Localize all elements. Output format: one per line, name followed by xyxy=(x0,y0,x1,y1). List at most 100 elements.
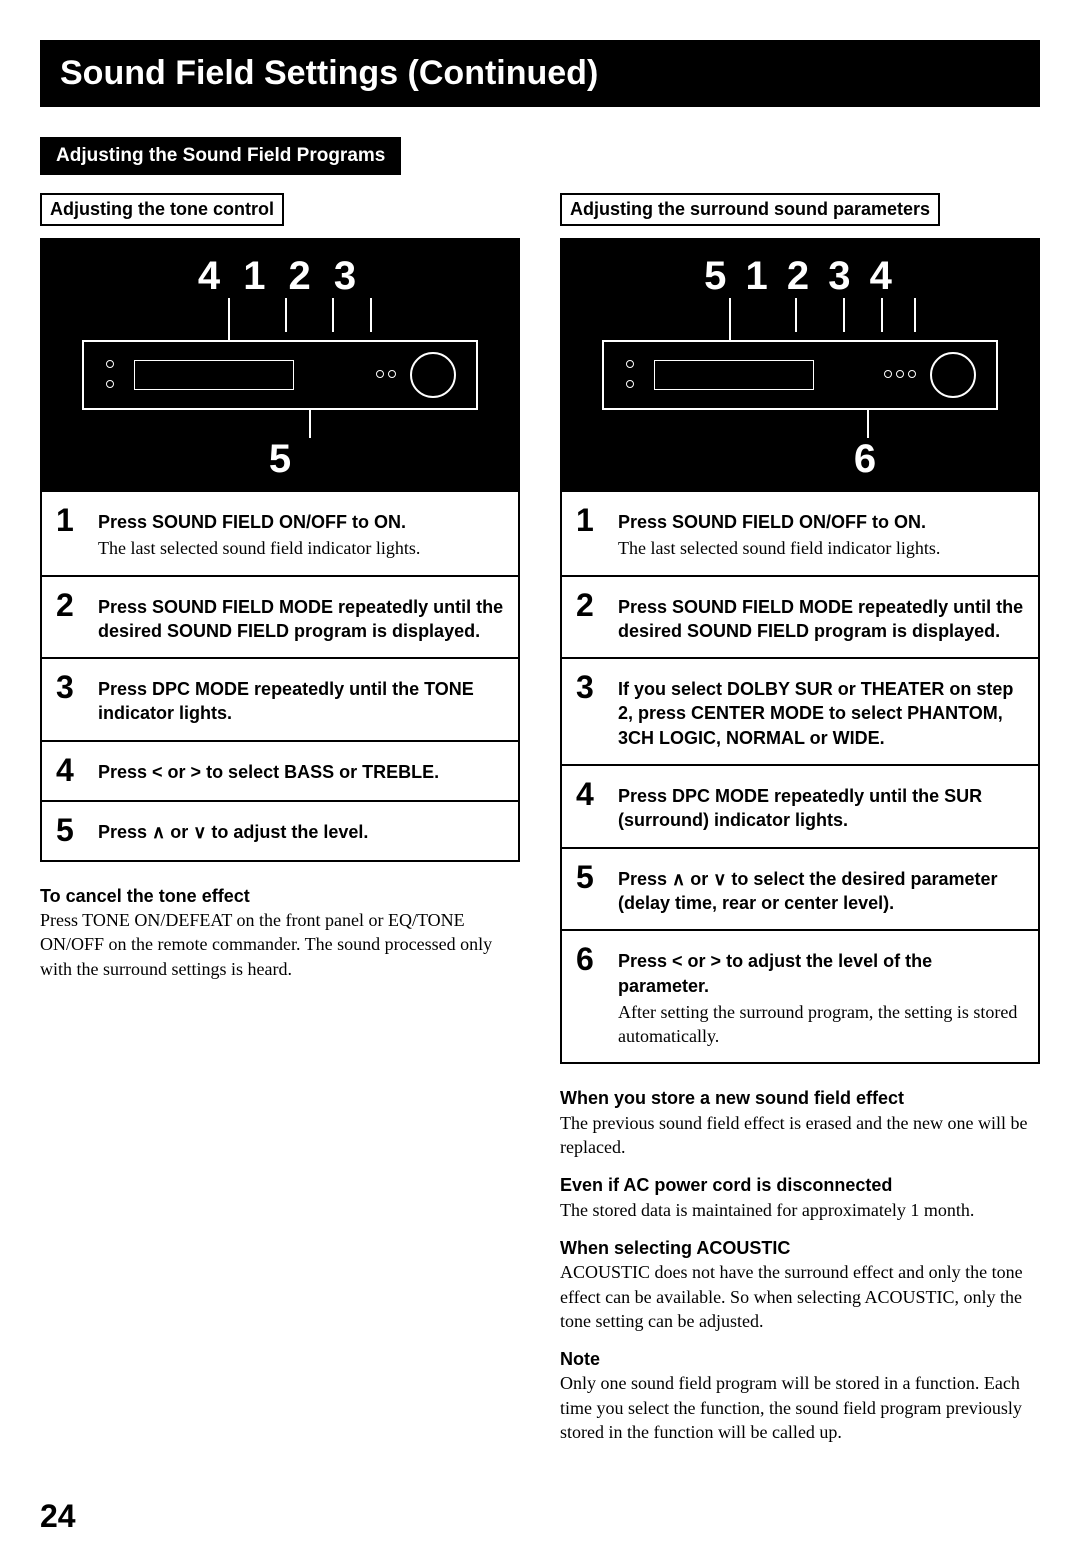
note-heading: Even if AC power cord is disconnected xyxy=(560,1173,1040,1197)
step-number: 1 xyxy=(56,504,84,561)
left-diagram-bottom-number: 5 xyxy=(42,437,518,482)
pointer-line xyxy=(843,298,845,332)
pointer-line xyxy=(285,298,287,332)
step-bold: Press SOUND FIELD MODE repeatedly until … xyxy=(98,595,504,644)
step-bold: Press < or > to select BASS or TREBLE. xyxy=(98,760,439,784)
step-text: Press ∧ or ∨ to select the desired param… xyxy=(618,861,1024,916)
device-btn xyxy=(106,380,114,388)
step-text: Press DPC MODE repeatedly until the TONE… xyxy=(98,671,504,726)
device-display xyxy=(654,360,814,390)
device-illustration xyxy=(82,340,478,410)
note-body: Press TONE ON/DEFEAT on the front panel … xyxy=(40,908,520,981)
step-bold: Press < or > to adjust the level of the … xyxy=(618,949,1024,998)
device-btn xyxy=(376,370,384,378)
step-text: If you select DOLBY SUR or THEATER on st… xyxy=(618,671,1024,750)
note-body: Only one sound field program will be sto… xyxy=(560,1371,1040,1444)
page-title: Sound Field Settings (Continued) xyxy=(40,40,1040,107)
device-btn xyxy=(388,370,396,378)
right-diagram-bottom-number: 6 xyxy=(562,437,1038,482)
device-btn xyxy=(626,360,634,368)
step-bold: Press DPC MODE repeatedly until the TONE… xyxy=(98,677,504,726)
step-item: 3 Press DPC MODE repeatedly until the TO… xyxy=(42,657,518,740)
note-body: ACOUSTIC does not have the surround effe… xyxy=(560,1260,1040,1333)
right-steps: 1 Press SOUND FIELD ON/OFF to ON. The la… xyxy=(560,492,1040,1064)
note-body: The previous sound field effect is erase… xyxy=(560,1111,1040,1160)
step-item: 2 Press SOUND FIELD MODE repeatedly unti… xyxy=(562,575,1038,658)
device-btn xyxy=(896,370,904,378)
pointer-line xyxy=(729,298,731,340)
pointer-line xyxy=(867,410,869,438)
step-number: 4 xyxy=(576,778,604,833)
step-bold: Press SOUND FIELD ON/OFF to ON. xyxy=(618,510,940,534)
step-text: Press < or > to select BASS or TREBLE. xyxy=(98,754,439,786)
content-columns: Adjusting the tone control 4 1 2 3 xyxy=(40,193,1040,1458)
left-diagram-top-numbers: 4 1 2 3 xyxy=(42,254,518,299)
pointer-line xyxy=(309,408,311,438)
step-text: Press SOUND FIELD ON/OFF to ON. The last… xyxy=(98,504,420,561)
device-knob xyxy=(930,352,976,398)
step-bold: Press ∧ or ∨ to select the desired param… xyxy=(618,867,1024,916)
pointer-line xyxy=(332,298,334,332)
left-section-title: Adjusting the tone control xyxy=(40,193,284,226)
step-bold: Press SOUND FIELD ON/OFF to ON. xyxy=(98,510,420,534)
step-note: The last selected sound field indicator … xyxy=(98,536,420,560)
step-item: 2 Press SOUND FIELD MODE repeatedly unti… xyxy=(42,575,518,658)
right-section-title: Adjusting the surround sound parameters xyxy=(560,193,940,226)
pointer-line xyxy=(795,298,797,332)
step-note: After setting the surround program, the … xyxy=(618,1000,1024,1049)
step-number: 2 xyxy=(576,589,604,644)
note-heading: To cancel the tone effect xyxy=(40,884,520,908)
note-heading: When selecting ACOUSTIC xyxy=(560,1236,1040,1260)
left-notes: To cancel the tone effect Press TONE ON/… xyxy=(40,884,520,981)
step-text: Press ∧ or ∨ to adjust the level. xyxy=(98,814,368,846)
step-number: 2 xyxy=(56,589,84,644)
step-number: 3 xyxy=(576,671,604,750)
right-diagram: 5 1 2 3 4 6 xyxy=(562,240,1038,490)
device-knob xyxy=(410,352,456,398)
step-item: 5 Press ∧ or ∨ to adjust the level. xyxy=(42,800,518,860)
pointer-line xyxy=(914,298,916,332)
step-item: 1 Press SOUND FIELD ON/OFF to ON. The la… xyxy=(562,492,1038,575)
step-number: 6 xyxy=(576,943,604,1048)
note-body: The stored data is maintained for approx… xyxy=(560,1198,1040,1222)
left-diagram-container: 4 1 2 3 5 xyxy=(40,238,520,492)
device-btn xyxy=(908,370,916,378)
right-diagram-container: 5 1 2 3 4 6 xyxy=(560,238,1040,492)
note-heading: Note xyxy=(560,1347,1040,1371)
step-text: Press DPC MODE repeatedly until the SUR … xyxy=(618,778,1024,833)
step-item: 3 If you select DOLBY SUR or THEATER on … xyxy=(562,657,1038,764)
pointer-line xyxy=(228,298,230,340)
right-diagram-top-numbers: 5 1 2 3 4 xyxy=(562,254,1038,299)
section-header: Adjusting the Sound Field Programs xyxy=(40,137,401,175)
left-steps: 1 Press SOUND FIELD ON/OFF to ON. The la… xyxy=(40,492,520,862)
device-display xyxy=(134,360,294,390)
pointer-line xyxy=(881,298,883,332)
step-number: 3 xyxy=(56,671,84,726)
step-item: 6 Press < or > to adjust the level of th… xyxy=(562,929,1038,1062)
step-bold: Press DPC MODE repeatedly until the SUR … xyxy=(618,784,1024,833)
step-note: The last selected sound field indicator … xyxy=(618,536,940,560)
step-bold: Press SOUND FIELD MODE repeatedly until … xyxy=(618,595,1024,644)
right-column: Adjusting the surround sound parameters … xyxy=(560,193,1040,1458)
step-bold: If you select DOLBY SUR or THEATER on st… xyxy=(618,677,1024,750)
left-diagram: 4 1 2 3 5 xyxy=(42,240,518,490)
step-item: 5 Press ∧ or ∨ to select the desired par… xyxy=(562,847,1038,930)
pointer-line xyxy=(370,298,372,332)
step-number: 5 xyxy=(56,814,84,846)
step-text: Press < or > to adjust the level of the … xyxy=(618,943,1024,1048)
left-column: Adjusting the tone control 4 1 2 3 xyxy=(40,193,520,1458)
device-btn xyxy=(626,380,634,388)
device-btn xyxy=(884,370,892,378)
step-number: 4 xyxy=(56,754,84,786)
step-item: 4 Press < or > to select BASS or TREBLE. xyxy=(42,740,518,800)
device-illustration xyxy=(602,340,998,410)
page-number: 24 xyxy=(40,1498,1040,1535)
step-number: 5 xyxy=(576,861,604,916)
step-item: 1 Press SOUND FIELD ON/OFF to ON. The la… xyxy=(42,492,518,575)
step-number: 1 xyxy=(576,504,604,561)
step-text: Press SOUND FIELD MODE repeatedly until … xyxy=(98,589,504,644)
step-text: Press SOUND FIELD MODE repeatedly until … xyxy=(618,589,1024,644)
step-text: Press SOUND FIELD ON/OFF to ON. The last… xyxy=(618,504,940,561)
device-btn xyxy=(106,360,114,368)
right-notes: When you store a new sound field effect … xyxy=(560,1086,1040,1444)
